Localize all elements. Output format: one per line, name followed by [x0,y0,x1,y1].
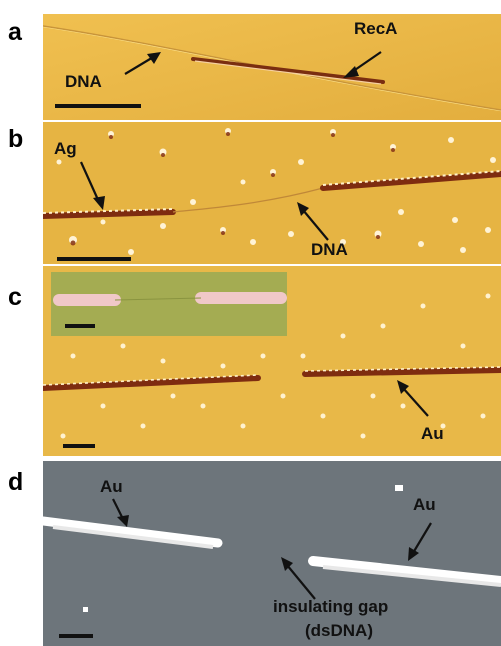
panel-label-c: c [8,283,22,311]
panel-label-a: a [8,18,22,46]
panel-b-afm-image: Ag DNA [43,122,501,264]
panel-a-graphic [43,14,501,120]
annotation-gap-line1: insulating gap [273,597,389,616]
annotation-dna-a: DNA [65,72,102,91]
panel-c-graphic [43,266,501,456]
panel-d-sem-image: Au Au insulating gap (dsDNA) [43,461,501,646]
panel-b-graphic [43,122,501,264]
annotation-dna-b: DNA [311,240,348,259]
panel-c-afm-image: Au [43,266,501,456]
panel-label-b: b [8,125,24,153]
annotation-gap-line2: (dsDNA) [305,621,373,640]
annotation-ag: Ag [54,139,77,158]
annotation-au-left: Au [100,477,123,496]
annotation-reca: RecA [354,19,398,38]
annotation-au-right: Au [413,495,436,514]
annotation-au-c: Au [421,424,444,443]
panel-label-d: d [8,468,24,496]
panel-a-afm-image: RecA DNA [43,14,501,120]
panel-d-graphic [43,461,501,646]
